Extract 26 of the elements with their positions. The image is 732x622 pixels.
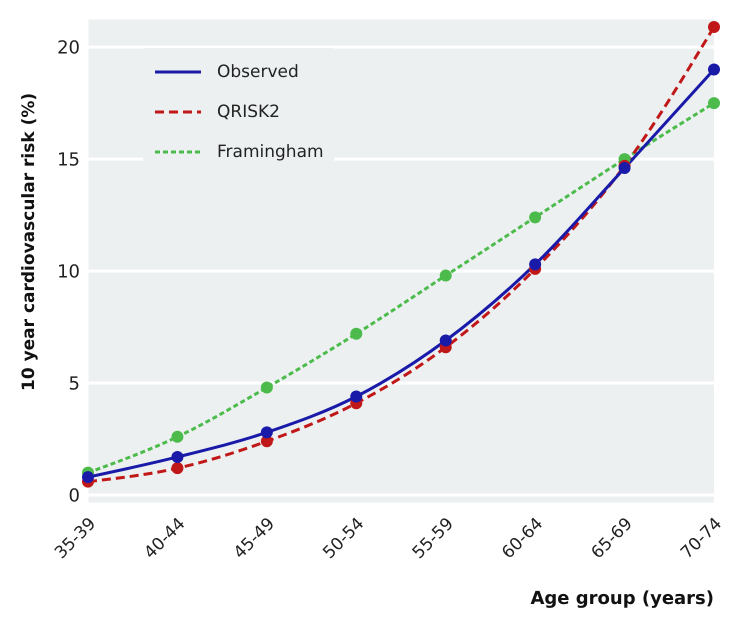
point (82, 471, 94, 484)
y-tick-label: 10 (57, 261, 80, 282)
y-tick-label: 0 (68, 485, 80, 506)
point (708, 64, 720, 76)
point (260, 382, 273, 394)
y-axis-title: 10 year cardiovascular risk (%) (19, 92, 40, 391)
point (708, 97, 720, 110)
x-axis-title: Age group (years) (530, 588, 714, 609)
point (440, 334, 452, 347)
point (171, 430, 184, 443)
point (708, 20, 720, 33)
y-tick-label: 5 (68, 373, 80, 394)
point (350, 328, 362, 340)
y-tick-label: 20 (57, 38, 80, 59)
point (171, 450, 184, 463)
point (171, 462, 184, 474)
legend-label: Observed (217, 62, 299, 82)
legend-label: Framingham (217, 142, 324, 162)
point (350, 390, 362, 402)
legend-label: QRISK2 (217, 102, 280, 122)
point (529, 258, 542, 270)
point (440, 270, 452, 282)
point (529, 211, 542, 224)
point (618, 162, 631, 174)
point (260, 426, 273, 438)
y-tick-label: 15 (57, 149, 80, 170)
